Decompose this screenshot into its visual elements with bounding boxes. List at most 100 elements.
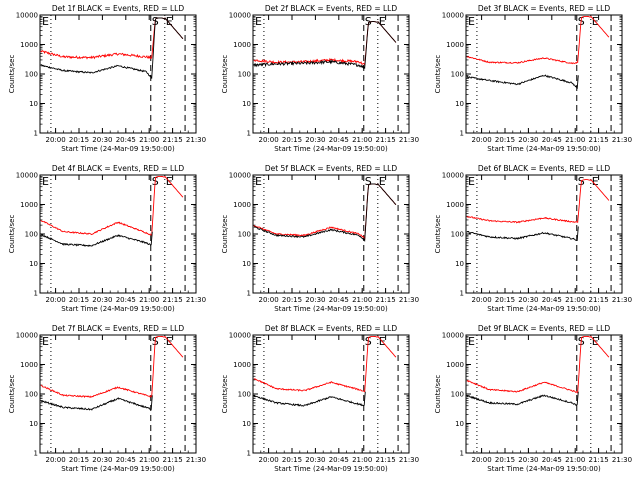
x-tick-label: 21:00	[565, 456, 585, 464]
x-tick-label: 21:15	[376, 456, 396, 464]
events-series	[40, 231, 153, 247]
x-tick-label: 20:15	[495, 136, 515, 144]
detector-panel: Det 5f BLACK = Events, RED = LLD 1 10 100 10…	[221, 164, 419, 313]
events-line	[253, 391, 366, 407]
x-tick-label: 20:00	[46, 296, 66, 304]
y-tick-label: 1000	[446, 41, 464, 49]
x-tick-label: 20:00	[259, 296, 279, 304]
x-axis-label: Start Time (24-Mar-09 19:50:00)	[274, 465, 388, 473]
lld-line	[466, 15, 610, 65]
events-line	[253, 21, 397, 70]
y-tick-label: 1	[460, 450, 464, 458]
x-tick-label: 21:30	[186, 136, 206, 144]
detector-panel: Det 9f BLACK = Events, RED = LLD 1 10 100 10…	[434, 324, 632, 473]
y-tick-label: 1000	[20, 41, 38, 49]
lld-line	[466, 335, 610, 395]
x-tick-label: 20:15	[69, 296, 89, 304]
y-tick-label: 1000	[446, 201, 464, 209]
y-axis-label: Counts/sec	[8, 55, 16, 94]
saa-marker-label: S	[365, 175, 372, 188]
x-axis-label: Start Time (24-Mar-09 19:50:00)	[61, 145, 175, 153]
events-series	[466, 226, 579, 242]
lld-line	[466, 179, 610, 224]
x-tick-label: 20:15	[69, 456, 89, 464]
lld-line	[40, 175, 184, 236]
x-tick-label: 20:45	[329, 456, 349, 464]
y-axis-label: Counts/sec	[8, 375, 16, 414]
y-tick-label: 100	[451, 391, 464, 399]
x-tick-label: 21:00	[352, 136, 372, 144]
plot-frame	[39, 14, 197, 134]
x-tick-label: 21:15	[163, 296, 183, 304]
lld-line	[40, 335, 184, 399]
x-tick-label: 20:30	[305, 136, 325, 144]
x-tick-label: 21:00	[139, 136, 159, 144]
y-tick-label: 1000	[233, 361, 251, 369]
y-tick-label: 1000	[233, 201, 251, 209]
eclipse-marker-label: E	[166, 15, 173, 28]
events-series	[253, 21, 397, 70]
y-axis-label: Counts/sec	[8, 215, 16, 254]
events-line	[40, 395, 153, 411]
x-axis-label: Start Time (24-Mar-09 19:50:00)	[487, 305, 601, 313]
x-tick-label: 20:15	[495, 296, 515, 304]
panel-title: Det 5f BLACK = Events, RED = LLD	[265, 164, 398, 173]
x-tick-label: 20:00	[472, 296, 492, 304]
x-tick-label: 21:00	[352, 456, 372, 464]
y-tick-label: 10000	[442, 12, 464, 20]
eclipse-marker-label: E	[255, 175, 262, 188]
x-tick-label: 20:45	[116, 296, 136, 304]
x-tick-label: 21:15	[589, 136, 609, 144]
eclipse-marker-label: E	[592, 175, 599, 188]
x-tick-label: 20:45	[116, 456, 136, 464]
x-tick-label: 20:30	[92, 136, 112, 144]
x-axis-label: Start Time (24-Mar-09 19:50:00)	[487, 145, 601, 153]
events-series	[253, 183, 397, 243]
y-tick-label: 1	[34, 130, 38, 138]
y-tick-label: 10000	[16, 172, 38, 180]
detector-panel: Det 7f BLACK = Events, RED = LLD 1 10 100 10…	[8, 324, 206, 473]
x-tick-label: 20:45	[329, 136, 349, 144]
y-tick-label: 1	[34, 450, 38, 458]
lld-series	[466, 179, 610, 224]
x-tick-label: 21:15	[589, 296, 609, 304]
lld-line	[40, 17, 184, 60]
x-tick-label: 21:30	[399, 296, 419, 304]
x-tick-label: 20:45	[116, 136, 136, 144]
detector-panel: Det 2f BLACK = Events, RED = LLD 1 10 100 10…	[221, 4, 419, 153]
x-axis-label: Start Time (24-Mar-09 19:50:00)	[487, 465, 601, 473]
y-tick-label: 10000	[229, 172, 251, 180]
x-axis-label: Start Time (24-Mar-09 19:50:00)	[61, 305, 175, 313]
eclipse-marker-label: E	[379, 15, 386, 28]
y-tick-label: 100	[238, 71, 251, 79]
x-tick-label: 20:00	[259, 136, 279, 144]
x-tick-label: 21:00	[139, 456, 159, 464]
x-tick-label: 20:00	[472, 136, 492, 144]
detector-panel: Det 4f BLACK = Events, RED = LLD 1 10 100 10…	[8, 164, 206, 313]
x-tick-label: 21:00	[352, 296, 372, 304]
events-line	[40, 231, 153, 247]
y-tick-label: 100	[25, 231, 38, 239]
panel-title: Det 3f BLACK = Events, RED = LLD	[478, 4, 611, 13]
y-tick-label: 10000	[442, 332, 464, 340]
x-tick-label: 21:00	[139, 296, 159, 304]
plot-frame	[465, 174, 623, 294]
events-line	[253, 183, 397, 243]
lld-series	[40, 335, 184, 399]
y-axis-label: Counts/sec	[221, 215, 229, 254]
y-tick-label: 1	[460, 130, 464, 138]
x-axis-label: Start Time (24-Mar-09 19:50:00)	[274, 305, 388, 313]
panel-title: Det 4f BLACK = Events, RED = LLD	[52, 164, 185, 173]
x-tick-label: 21:30	[612, 456, 632, 464]
lld-series	[253, 21, 397, 66]
x-tick-label: 21:30	[399, 456, 419, 464]
x-axis-label: Start Time (24-Mar-09 19:50:00)	[274, 145, 388, 153]
y-axis-label: Counts/sec	[434, 215, 442, 254]
y-axis-label: Counts/sec	[434, 55, 442, 94]
x-tick-label: 20:00	[472, 456, 492, 464]
x-tick-label: 20:30	[305, 456, 325, 464]
events-series	[40, 395, 153, 411]
detector-panel: Det 6f BLACK = Events, RED = LLD 1 10 100 10…	[434, 164, 632, 313]
y-tick-label: 1000	[446, 361, 464, 369]
panel-title: Det 6f BLACK = Events, RED = LLD	[478, 164, 611, 173]
